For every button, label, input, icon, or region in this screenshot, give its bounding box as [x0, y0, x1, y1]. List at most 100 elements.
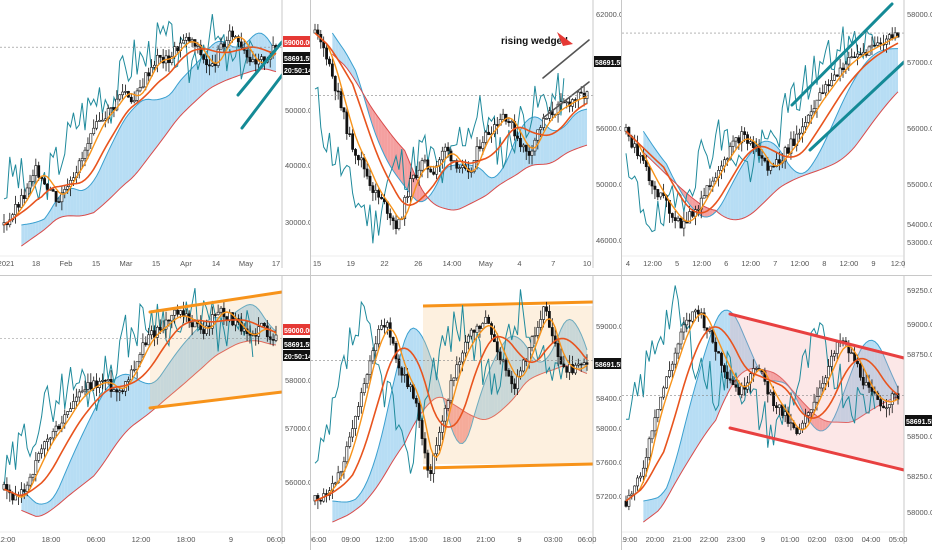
ichimoku-cloud-segment	[131, 107, 135, 179]
ichimoku-cloud-segment	[335, 37, 339, 60]
candle-body	[158, 326, 162, 331]
candle-body	[80, 390, 84, 393]
candle-body	[809, 111, 813, 116]
chart-panel-3[interactable]: 58000.00 57000.00 56000.00 55000.00 54000.00…	[622, 0, 932, 275]
price-badge	[283, 64, 310, 75]
candle-body	[890, 393, 894, 405]
chart-panel-2[interactable]: 62000.00 58691.55 56000.00 50000.00 46000.00…	[311, 0, 621, 275]
ichimoku-cloud-segment	[343, 501, 347, 517]
ichimoku-cloud-segment	[436, 374, 440, 398]
candle-body	[190, 322, 194, 328]
ichimoku-cloud-segment	[848, 84, 852, 154]
x-tick-label: 15	[92, 259, 100, 268]
candle-body	[429, 470, 433, 475]
ichimoku-cloud-segment	[404, 333, 408, 444]
chart-panel-6[interactable]: 59250.00 59000.00 58750.00 58691.55 58500.00…	[622, 276, 932, 550]
candle-body	[650, 180, 654, 187]
ichimoku-cloud-segment	[148, 383, 152, 414]
ichimoku-cloud-segment	[32, 500, 36, 517]
candle-body	[121, 91, 125, 96]
ichimoku-cloud-segment	[785, 158, 789, 185]
candle-body	[818, 92, 822, 101]
candle-body	[815, 99, 819, 109]
candle-body	[150, 330, 153, 336]
ichimoku-cloud-segment	[776, 146, 780, 191]
ichimoku-cloud-segment	[845, 379, 849, 423]
candle-body	[362, 157, 366, 170]
candle-body	[783, 411, 787, 416]
ichimoku-cloud-segment	[73, 447, 77, 492]
ichimoku-cloud-segment	[482, 379, 486, 420]
ichimoku-cloud-segment	[134, 377, 138, 425]
x-tick-label: 18:00	[443, 535, 462, 544]
ichimoku-cloud-segment	[369, 105, 373, 127]
ichimoku-cloud-segment	[85, 187, 88, 216]
candle-body	[864, 382, 868, 386]
ichimoku-cloud-segment	[477, 166, 480, 201]
candle-body	[777, 404, 781, 408]
x-tick-label: 2021	[0, 259, 14, 268]
chart-panel-5[interactable]: 59000.00 58691.55 58400.00 58000.00 57600.00…	[311, 276, 621, 550]
ichimoku-cloud-segment	[381, 121, 385, 156]
candle-body	[348, 436, 352, 447]
candle-body	[556, 343, 560, 358]
price-axis-bg	[593, 276, 621, 544]
candle-body	[179, 310, 182, 315]
ichimoku-cloud-segment	[581, 109, 585, 148]
candle-body	[536, 129, 540, 141]
ichimoku-cloud-segment	[209, 44, 213, 89]
candle-body	[86, 143, 90, 151]
candle-body	[72, 177, 75, 181]
candle-body	[579, 91, 583, 94]
ichimoku-cloud-segment	[773, 372, 777, 382]
channel-top-line	[148, 290, 284, 314]
candle-body	[519, 138, 522, 148]
ichimoku-cloud-segment	[67, 460, 71, 497]
ichimoku-cloud-segment	[212, 42, 216, 87]
candle-body	[673, 352, 677, 365]
x-tick-label: May	[239, 259, 253, 268]
chart-panel-1[interactable]: 59000.00 58691.55 20:50:14 50000.00 40000.00…	[0, 0, 310, 275]
candle-body	[129, 96, 133, 103]
candle-body	[377, 329, 381, 345]
candle-body	[345, 446, 349, 463]
candle-body	[685, 319, 689, 326]
chart-svg-5: 59000.00 58691.55 58400.00 58000.00 57600.00…	[311, 276, 621, 544]
candle-body	[815, 396, 819, 403]
ichimoku-cloud-segment	[349, 500, 353, 514]
channel-top-line	[236, 40, 284, 97]
ichimoku-cloud-segment	[378, 436, 382, 485]
ichimoku-cloud-segment	[834, 410, 838, 423]
ichimoku-cloud-segment	[549, 350, 553, 371]
candle-body	[760, 155, 764, 159]
ichimoku-cloud-segment	[672, 461, 676, 489]
ichimoku-cloud-segment	[134, 104, 138, 176]
chart-panel-4[interactable]: 59000.00 58691.55 20:50:14 58000.00 57000.00…	[0, 276, 310, 550]
candle-body	[786, 147, 790, 154]
ichimoku-cloud-segment	[177, 80, 181, 120]
candle-body	[193, 321, 197, 328]
candle-body	[359, 392, 363, 407]
candle-body	[832, 74, 836, 81]
ichimoku-cloud-segment	[828, 127, 832, 167]
candle-body	[432, 171, 436, 175]
ichimoku-cloud-segment	[654, 497, 658, 514]
y-tick-label: 59000.00	[907, 320, 932, 329]
candle-body	[167, 319, 171, 322]
candle-body	[449, 150, 453, 162]
candle-body	[144, 342, 148, 346]
ichimoku-cloud-segment	[767, 141, 771, 199]
candle-body	[481, 142, 485, 149]
candle-body	[213, 314, 217, 316]
candle-body	[524, 144, 528, 152]
ichimoku-cloud-segment	[840, 101, 844, 161]
candle-body	[513, 383, 517, 389]
candle-body	[731, 140, 735, 147]
ichimoku-cloud-segment	[387, 397, 391, 471]
candle-body	[804, 122, 807, 128]
candle-body	[403, 197, 407, 220]
ichimoku-cloud-segment	[163, 367, 167, 402]
candle-body	[722, 365, 726, 373]
ichimoku-cloud-segment	[82, 189, 86, 216]
ichimoku-cloud-segment	[137, 102, 140, 173]
